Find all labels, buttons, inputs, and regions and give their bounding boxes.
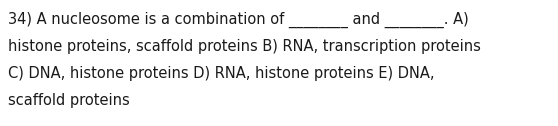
Text: scaffold proteins: scaffold proteins (8, 93, 130, 108)
Text: histone proteins, scaffold proteins B) RNA, transcription proteins: histone proteins, scaffold proteins B) R… (8, 39, 481, 54)
Text: C) DNA, histone proteins D) RNA, histone proteins E) DNA,: C) DNA, histone proteins D) RNA, histone… (8, 66, 435, 81)
Text: 34) A nucleosome is a combination of ________ and ________. A): 34) A nucleosome is a combination of ___… (8, 12, 469, 28)
